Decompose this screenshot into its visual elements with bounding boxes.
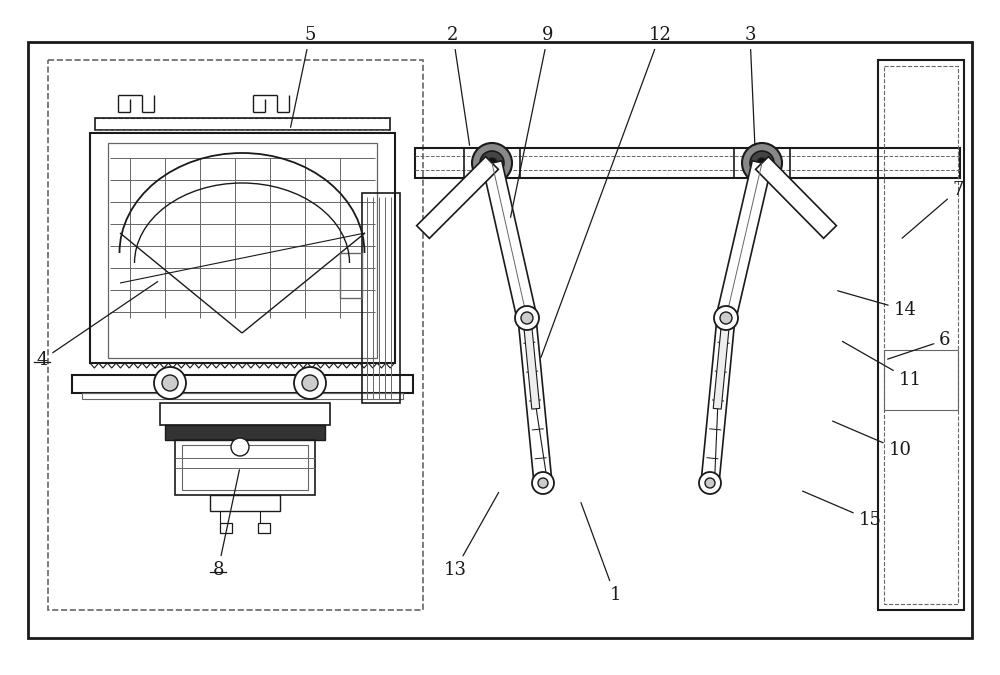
Text: 3: 3 — [744, 26, 756, 145]
Text: 10: 10 — [833, 421, 912, 459]
Circle shape — [515, 306, 539, 330]
Polygon shape — [417, 157, 498, 238]
Polygon shape — [756, 157, 836, 238]
Text: 11: 11 — [842, 342, 922, 389]
Circle shape — [231, 438, 249, 456]
Polygon shape — [518, 317, 552, 484]
Circle shape — [521, 312, 533, 324]
Bar — [160, 403, 330, 425]
Bar — [48, 60, 423, 610]
Circle shape — [705, 478, 715, 488]
Text: 7: 7 — [902, 181, 964, 238]
Text: 13: 13 — [444, 493, 499, 579]
Bar — [362, 193, 400, 403]
Polygon shape — [523, 318, 540, 409]
Text: 8: 8 — [212, 470, 239, 579]
Bar — [220, 523, 232, 533]
Circle shape — [162, 375, 178, 391]
Circle shape — [714, 306, 738, 330]
Bar — [90, 133, 395, 363]
Text: 2: 2 — [447, 26, 470, 145]
Circle shape — [487, 158, 497, 168]
Text: 15: 15 — [803, 491, 881, 529]
Circle shape — [532, 472, 554, 494]
Bar — [182, 445, 308, 490]
Circle shape — [750, 151, 774, 175]
Circle shape — [699, 472, 721, 494]
Text: 9: 9 — [511, 26, 554, 217]
Circle shape — [480, 151, 504, 175]
Bar — [884, 350, 958, 410]
Text: 14: 14 — [838, 291, 916, 319]
Bar — [258, 523, 270, 533]
Circle shape — [757, 158, 767, 168]
Bar — [464, 148, 520, 178]
Bar — [884, 66, 958, 604]
Text: 5: 5 — [291, 26, 316, 128]
Bar — [165, 425, 325, 440]
Text: 1: 1 — [581, 503, 621, 604]
Circle shape — [294, 367, 326, 399]
Bar — [415, 148, 960, 178]
Circle shape — [742, 143, 782, 183]
Bar — [95, 118, 390, 130]
Bar — [82, 393, 403, 399]
Circle shape — [720, 312, 732, 324]
Circle shape — [154, 367, 186, 399]
Text: 12: 12 — [541, 26, 671, 357]
Bar — [108, 143, 377, 358]
Circle shape — [302, 375, 318, 391]
Bar — [878, 60, 964, 610]
Bar — [210, 495, 280, 511]
Polygon shape — [482, 161, 537, 320]
Bar — [340, 253, 362, 298]
Circle shape — [538, 478, 548, 488]
Polygon shape — [701, 317, 735, 484]
Text: 4: 4 — [36, 281, 158, 369]
Circle shape — [472, 143, 512, 183]
Bar — [734, 148, 790, 178]
Bar — [72, 375, 413, 393]
Text: 6: 6 — [888, 331, 951, 359]
Polygon shape — [716, 161, 772, 320]
Polygon shape — [713, 318, 730, 409]
Bar — [175, 440, 315, 495]
Bar — [28, 42, 972, 638]
